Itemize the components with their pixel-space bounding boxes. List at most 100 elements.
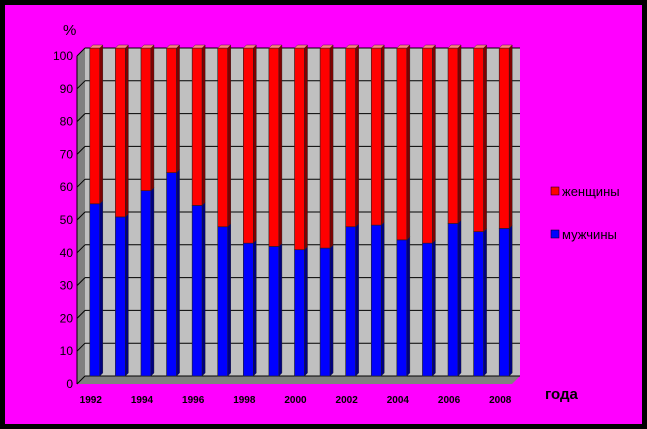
bar-women-top <box>217 44 232 49</box>
bar-women <box>294 47 305 251</box>
bar-women-side <box>483 44 487 233</box>
x-tick-label: 2008 <box>489 395 512 406</box>
gridline-side <box>76 80 86 90</box>
bar-men <box>191 205 203 377</box>
x-tick-label: 1996 <box>182 395 205 406</box>
bar-women-side <box>278 44 283 247</box>
bar-women <box>319 47 331 249</box>
bar-women-top <box>345 44 360 49</box>
y-axis-ticks: 0 10 20 30 40 50 60 70 80 90 100 <box>53 49 73 391</box>
bar-women-top <box>498 44 513 49</box>
bar-men-side <box>355 223 359 377</box>
bar-women-top <box>242 44 257 49</box>
y-tick-label: 20 <box>60 311 74 325</box>
bar-women-top <box>89 44 104 49</box>
bar-men-side <box>304 246 308 377</box>
x-tick-label: 1994 <box>131 395 154 406</box>
x-axis-label: года <box>545 386 579 403</box>
bar-women-top <box>191 44 206 49</box>
y-tick-label: 50 <box>60 213 74 227</box>
bar-women <box>115 47 126 218</box>
legend-label-women: женщины <box>562 184 620 199</box>
bar-women-side <box>406 44 411 241</box>
bar-men <box>294 249 305 377</box>
legend-label-men: мужчины <box>562 227 617 242</box>
bar-women-top <box>473 44 488 49</box>
bar-men <box>345 226 356 377</box>
bar-women <box>370 47 382 226</box>
bar-men <box>243 242 254 377</box>
bar-men-side <box>432 239 436 377</box>
bar-men-side <box>253 239 257 377</box>
bar-women <box>166 47 177 173</box>
bar-women-top <box>421 44 436 49</box>
y-tick-label: 60 <box>60 180 74 194</box>
bar-men-side <box>150 187 155 377</box>
gridline-side <box>76 113 86 122</box>
gridline-side <box>76 47 86 57</box>
legend-swatch-women <box>550 186 560 196</box>
bar-men-side <box>227 223 231 377</box>
x-tick-label: 2002 <box>336 395 359 406</box>
chart-frame: 0 10 20 30 40 50 60 70 80 90 100 1992 1994 1996 1998 2… <box>5 5 642 424</box>
bar-men-side <box>125 213 129 377</box>
bar-women <box>396 47 408 241</box>
x-tick-label: 2000 <box>284 395 307 406</box>
bar-women <box>243 47 254 244</box>
gridline-side <box>76 277 86 286</box>
bar-men-side <box>483 228 487 377</box>
bar-women <box>345 47 356 228</box>
y-axis-unit-label: % <box>63 22 76 39</box>
bar-men-side <box>99 200 103 377</box>
bar-men <box>217 226 229 377</box>
bar-women-side <box>227 44 231 228</box>
bar-men <box>268 246 280 377</box>
bar-men <box>89 203 101 377</box>
bar-men <box>447 223 459 377</box>
bar-men <box>473 231 484 377</box>
bar-men-side <box>381 221 385 377</box>
bar-women <box>447 47 459 224</box>
bar-women <box>217 47 229 228</box>
y-tick-label: 0 <box>66 377 73 391</box>
bar-women <box>268 47 280 247</box>
bar-women-side <box>457 44 462 224</box>
bar-men-side <box>509 224 513 377</box>
y-tick-label: 100 <box>53 49 73 63</box>
bar-women <box>140 47 152 191</box>
plot-floor <box>77 376 520 384</box>
bar-women-side <box>99 44 103 205</box>
bar-women-top <box>294 44 308 49</box>
bar-women-top <box>166 44 181 49</box>
legend: женщины мужчины <box>550 184 620 242</box>
bar-women <box>89 47 101 205</box>
bar-men <box>370 224 382 377</box>
bar-women-side <box>150 44 155 192</box>
gridline-side <box>76 244 86 254</box>
bar-women <box>498 47 510 229</box>
bar-women-top <box>319 44 334 49</box>
bar-men <box>319 247 331 377</box>
y-tick-label: 70 <box>60 147 74 161</box>
bar-women-side <box>329 44 334 249</box>
bar-men <box>498 228 510 377</box>
bar-men <box>166 172 177 377</box>
bar-men <box>140 190 152 377</box>
bar-men <box>422 242 433 377</box>
bar-men-side <box>457 219 462 377</box>
bar-men-side <box>201 201 206 377</box>
bar-women-side <box>176 44 180 174</box>
bar-men <box>115 216 126 377</box>
bars <box>89 44 513 377</box>
bar-men <box>396 239 408 377</box>
bar-men-side <box>278 242 283 377</box>
gridline-side <box>76 178 86 188</box>
gridline-side <box>76 342 86 352</box>
y-tick-label: 10 <box>60 344 74 358</box>
bar-women-top <box>370 44 385 49</box>
y-tick-label: 30 <box>60 279 74 293</box>
bar-women-top <box>140 44 155 49</box>
bar-women <box>473 47 484 232</box>
gridline-side <box>76 211 86 221</box>
bar-women-side <box>381 44 385 226</box>
